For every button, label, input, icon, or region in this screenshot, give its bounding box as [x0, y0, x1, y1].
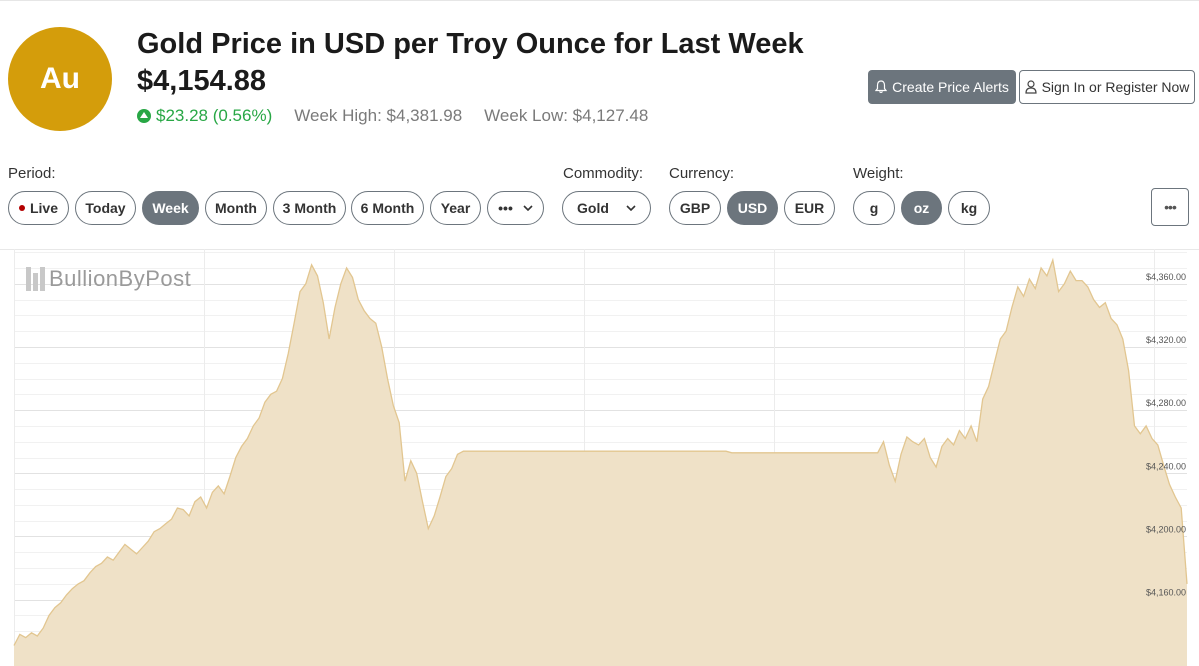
top-border	[0, 0, 1199, 1]
week-low: Week Low: $4,127.48	[484, 106, 649, 125]
create-price-alerts-button[interactable]: Create Price Alerts	[868, 70, 1016, 104]
page-title: Gold Price in USD per Troy Ounce for Las…	[137, 28, 804, 60]
price-area-fill	[14, 260, 1187, 666]
more-options-button[interactable]: •••	[1151, 188, 1189, 226]
period-3-month-label: 3 Month	[282, 200, 337, 216]
chevron-down-icon	[523, 205, 533, 211]
commodity-label: Commodity:	[563, 165, 644, 182]
sign-in-button[interactable]: Sign In or Register Now	[1019, 70, 1195, 104]
arrow-up-circle-icon	[137, 109, 151, 123]
period-live-button[interactable]: Live	[8, 191, 69, 225]
create-price-alerts-label: Create Price Alerts	[892, 79, 1009, 95]
period-year-label: Year	[440, 200, 471, 216]
currency-eur-button[interactable]: EUR	[784, 191, 835, 225]
y-tick-label: $4,320.00	[1146, 335, 1186, 345]
y-tick-label: $4,200.00	[1146, 525, 1186, 535]
watermark-text: BullionByPost	[49, 266, 192, 291]
price-stats: $23.28 (0.56%) Week High: $4,381.98 Week…	[137, 106, 648, 126]
period-week-button[interactable]: Week	[142, 191, 199, 225]
period-3-month-button[interactable]: 3 Month	[273, 191, 346, 225]
price-change-value: $23.28 (0.56%)	[156, 106, 273, 125]
period-today-label: Today	[85, 200, 126, 216]
weight-g-label: g	[869, 200, 879, 216]
weight-oz-button[interactable]: oz	[901, 191, 942, 225]
current-price: $4,154.88	[137, 65, 267, 97]
price-change: $23.28 (0.56%)	[137, 106, 272, 126]
price-chart-svg: $4,160.00 $4,200.00 $4,240.00 $4,280.00 $4,3…	[0, 249, 1199, 666]
period-week-label: Week	[152, 200, 189, 216]
bell-icon	[875, 80, 888, 94]
commodity-select[interactable]: Gold	[562, 191, 651, 225]
currency-eur-label: EUR	[794, 200, 825, 216]
y-tick-label: $4,360.00	[1146, 272, 1186, 282]
week-high: Week High: $4,381.98	[294, 106, 463, 125]
weight-kg-label: kg	[960, 200, 978, 216]
currency-usd-button[interactable]: USD	[727, 191, 778, 225]
y-tick-label: $4,240.00	[1146, 461, 1186, 471]
currency-label: Currency:	[669, 165, 735, 182]
price-line	[13, 257, 1188, 646]
chevron-down-icon	[626, 205, 636, 211]
commodity-select-value: Gold	[577, 200, 609, 216]
y-tick-label: $4,280.00	[1146, 398, 1186, 408]
period-month-button[interactable]: Month	[205, 191, 267, 225]
period-live-label: Live	[29, 200, 58, 216]
sign-in-label: Sign In or Register Now	[1041, 79, 1190, 95]
bullionbypost-logo-icon	[26, 267, 45, 291]
gold-symbol-badge: Au	[8, 27, 112, 131]
weight-kg-button[interactable]: kg	[948, 191, 990, 225]
watermark: BullionByPost	[26, 266, 191, 292]
period-6-month-label: 6 Month	[360, 200, 415, 216]
live-dot-icon	[18, 205, 25, 211]
period-today-button[interactable]: Today	[75, 191, 136, 225]
y-tick-label: $4,160.00	[1146, 588, 1186, 598]
weight-g-button[interactable]: g	[853, 191, 895, 225]
weight-label: Weight:	[853, 165, 904, 182]
price-chart: $4,160.00 $4,200.00 $4,240.00 $4,280.00 $4,3…	[0, 249, 1199, 666]
currency-usd-label: USD	[737, 200, 768, 216]
period-label: Period:	[8, 165, 56, 182]
period-month-label: Month	[215, 200, 257, 216]
period-6-month-button[interactable]: 6 Month	[351, 191, 424, 225]
period-year-button[interactable]: Year	[430, 191, 481, 225]
currency-gbp-button[interactable]: GBP	[669, 191, 721, 225]
weight-oz-label: oz	[913, 200, 930, 216]
user-icon	[1024, 80, 1037, 94]
more-options-label: •••	[1164, 199, 1177, 215]
currency-gbp-label: GBP	[679, 200, 711, 216]
period-more-label: •••	[498, 200, 513, 216]
period-more-dropdown[interactable]: •••	[487, 191, 544, 225]
